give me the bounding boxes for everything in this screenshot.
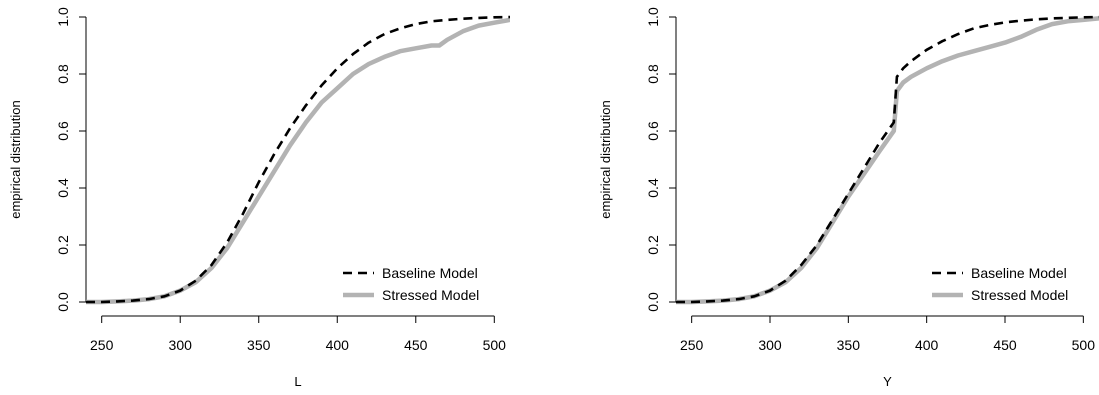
x-tick-label: 350 [247, 337, 271, 353]
y-tick-label: 0.2 [55, 235, 71, 255]
y-tick-label: 0.6 [645, 121, 661, 141]
chart-panel-1: 250 300 350 400 450 500 0.0 0.2 0.4 0.6 0.8 1.0 Lemp… [8, 7, 510, 389]
series-line-baseline-model [676, 15, 1099, 304]
y-tick-label: 0.4 [55, 178, 71, 198]
y-tick-label: 1.0 [645, 7, 661, 27]
x-tick-label: 350 [837, 337, 861, 353]
chart-panel-2: 250 300 350 400 450 500 0.0 0.2 0.4 0.6 0.8 1.0 Yemp… [598, 7, 1099, 389]
x-tick-label: 250 [90, 337, 114, 353]
y-tick-label: 0.8 [55, 64, 71, 84]
legend-label: Baseline Model [971, 265, 1067, 281]
y-tick-label: 0.2 [645, 235, 661, 255]
x-axis-title: L [294, 374, 301, 389]
legend: Baseline Model Stressed Model [343, 265, 479, 303]
y-tick-label: 0.4 [645, 178, 661, 198]
x-tick-label: 300 [169, 337, 193, 353]
x-tick-label: 450 [404, 337, 428, 353]
series-line-stressed-model [86, 17, 510, 305]
x-tick-label: 400 [915, 337, 939, 353]
legend-label: Stressed Model [971, 287, 1068, 303]
x-tick-label: 450 [993, 337, 1017, 353]
y-tick-label: 0.6 [55, 121, 71, 141]
x-tick-label: 500 [1072, 337, 1096, 353]
legend-label: Baseline Model [382, 265, 478, 281]
legend-label: Stressed Model [382, 287, 479, 303]
y-tick-label: 1.0 [55, 7, 71, 27]
series-line-baseline-model [86, 15, 510, 304]
y-axis-title: empirical distribution [598, 100, 613, 219]
y-tick-label: 0.0 [55, 292, 71, 312]
x-axis-title: Y [883, 374, 892, 389]
series-line-stressed-model [676, 16, 1099, 305]
x-tick-label: 500 [483, 337, 507, 353]
y-tick-label: 0.8 [645, 64, 661, 84]
x-tick-label: 250 [680, 337, 704, 353]
x-tick-label: 400 [326, 337, 350, 353]
y-tick-label: 0.0 [645, 292, 661, 312]
legend: Baseline Model Stressed Model [932, 265, 1068, 303]
y-axis-title: empirical distribution [8, 100, 23, 219]
x-tick-label: 300 [758, 337, 782, 353]
